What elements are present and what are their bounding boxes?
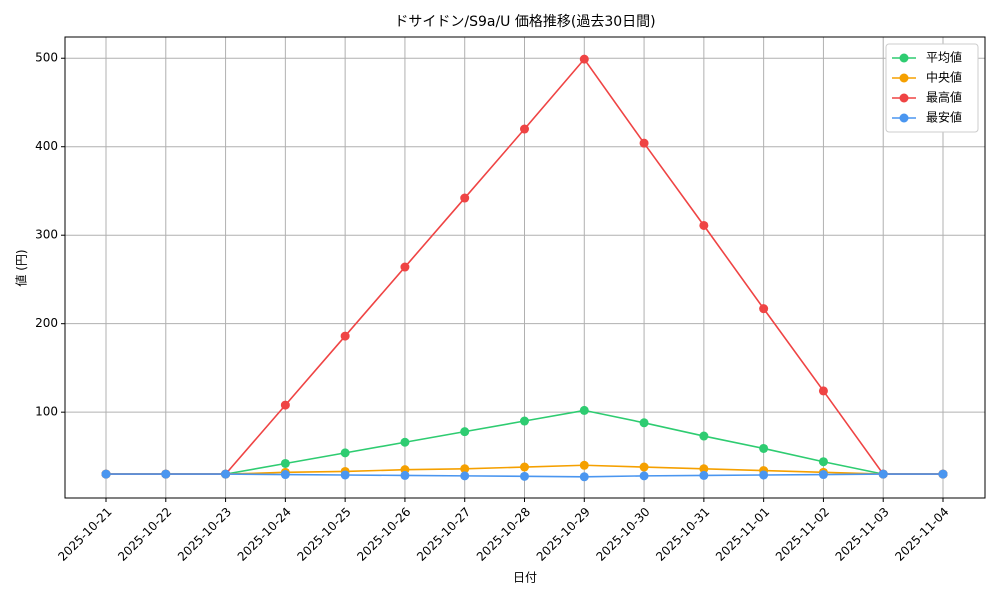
data-point	[818, 457, 828, 467]
data-point	[460, 471, 470, 481]
data-point	[818, 386, 828, 396]
data-point	[759, 443, 769, 453]
data-point	[161, 469, 171, 479]
data-point	[579, 54, 589, 64]
data-point	[221, 469, 231, 479]
x-tick-label: 2025-11-02	[773, 505, 832, 564]
y-tick-label: 300	[35, 228, 58, 242]
x-tick-label: 2025-11-03	[833, 505, 892, 564]
data-point	[460, 464, 470, 474]
data-point	[639, 462, 649, 472]
data-point	[400, 437, 410, 447]
data-point	[460, 427, 470, 437]
legend-marker	[899, 53, 909, 63]
data-point	[639, 471, 649, 481]
x-tick-label: 2025-10-25	[295, 505, 354, 564]
data-point	[280, 400, 290, 410]
legend-label: 最高値	[926, 90, 962, 105]
x-tick-label: 2025-10-23	[175, 505, 234, 564]
x-tick-label: 2025-10-22	[115, 505, 174, 564]
y-tick-label: 100	[35, 405, 58, 419]
data-point	[818, 470, 828, 480]
data-point	[699, 431, 709, 441]
x-tick-label: 2025-10-31	[653, 505, 712, 564]
y-tick-label: 200	[35, 316, 58, 330]
data-point	[340, 331, 350, 341]
data-point	[520, 471, 529, 481]
data-point	[579, 405, 589, 415]
x-tick-label: 2025-10-29	[534, 505, 593, 564]
data-point	[520, 124, 529, 134]
x-tick-label: 2025-10-26	[354, 505, 413, 564]
legend-label: 中央値	[926, 70, 962, 85]
data-point	[340, 448, 350, 458]
x-tick-label: 2025-10-24	[235, 505, 294, 564]
legend-marker	[899, 113, 909, 123]
data-point	[639, 138, 649, 148]
data-point	[579, 472, 589, 482]
legend-marker	[899, 73, 909, 83]
legend-box	[885, 43, 979, 133]
x-tick-label: 2025-10-28	[474, 505, 533, 564]
data-point	[579, 460, 589, 470]
data-point	[938, 469, 948, 479]
data-point	[699, 464, 709, 474]
x-tick-label: 2025-11-01	[713, 505, 772, 564]
x-tick-label: 2025-11-04	[892, 505, 951, 564]
data-point	[520, 416, 529, 426]
data-point	[280, 458, 290, 468]
chart-title: ドサイドン/S9a/U 価格推移(過去30日間)	[394, 14, 655, 30]
x-tick-label: 2025-10-27	[414, 505, 473, 564]
data-point	[759, 304, 769, 314]
x-axis-label: 日付	[513, 571, 537, 585]
legend-label: 最安値	[926, 110, 962, 125]
data-point	[400, 470, 410, 480]
data-point	[639, 418, 649, 428]
data-point	[878, 469, 888, 479]
y-axis-label: 値 (円)	[14, 249, 29, 286]
legend-marker	[899, 93, 909, 103]
data-point	[520, 462, 529, 472]
y-tick-label: 400	[35, 139, 58, 153]
data-point	[340, 470, 350, 480]
data-point	[699, 220, 709, 230]
data-point	[400, 262, 410, 272]
data-point	[460, 193, 470, 203]
data-point	[699, 470, 709, 480]
y-tick-label: 500	[35, 51, 58, 65]
legend-label: 平均値	[926, 50, 962, 65]
data-point	[280, 470, 290, 480]
data-point	[759, 470, 769, 480]
x-tick-label: 2025-10-30	[593, 505, 652, 564]
x-tick-label: 2025-10-21	[55, 505, 114, 564]
data-point	[101, 469, 111, 479]
plot-frame	[64, 36, 986, 499]
